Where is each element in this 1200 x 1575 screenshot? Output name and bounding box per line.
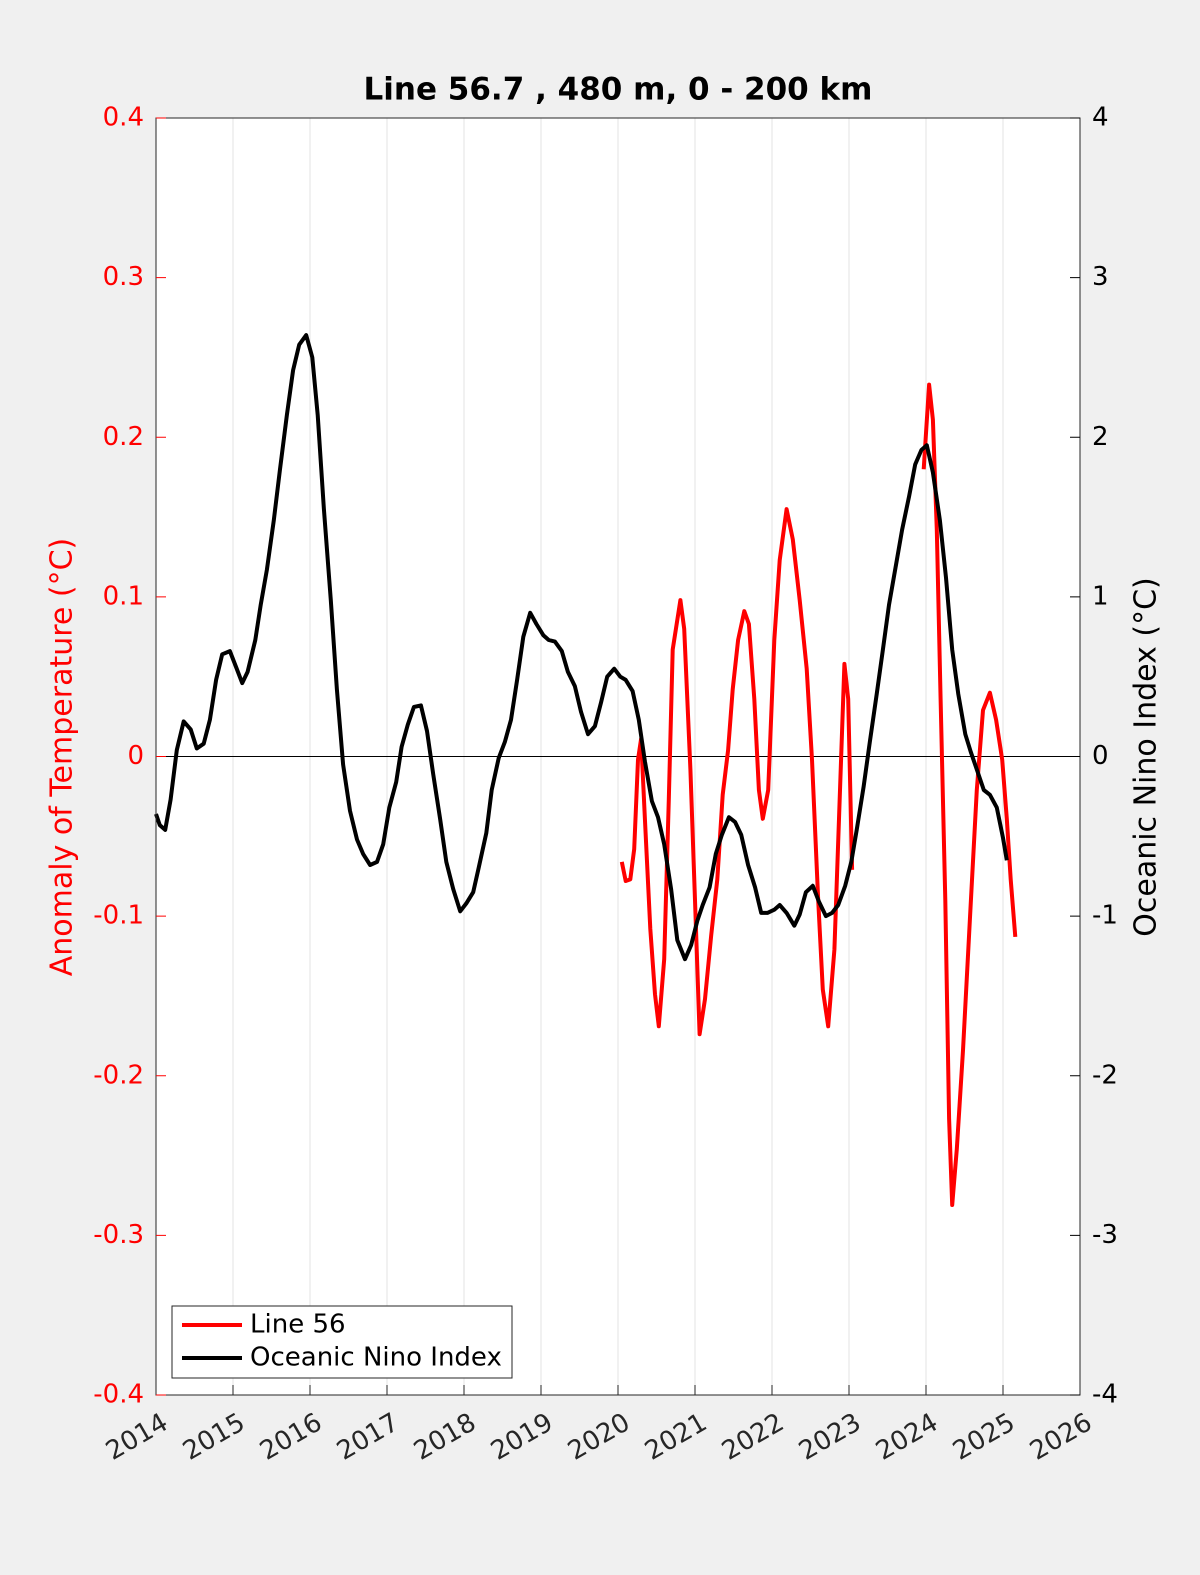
x-tick-label: 2017 — [332, 1408, 404, 1467]
legend-label: Line 56 — [250, 1310, 346, 1340]
y-tick-label: 0.1 — [103, 581, 144, 611]
x-tick-label: 2024 — [871, 1408, 943, 1467]
x-tick-label: 2016 — [255, 1408, 327, 1467]
x-tick-label: 2019 — [486, 1408, 558, 1467]
chart-title: Line 56.7 , 480 m, 0 - 200 km — [364, 72, 873, 108]
y-tick-label: -0.3 — [93, 1220, 144, 1250]
y2-tick-label: 3 — [1092, 262, 1109, 292]
x-tick-label: 2026 — [1025, 1408, 1097, 1467]
x-tick-label: 2022 — [717, 1408, 789, 1467]
y-tick-label: -0.1 — [93, 901, 144, 931]
y-axis-label: Anomaly of Temperature (°C) — [45, 538, 80, 977]
x-tick-label: 2023 — [794, 1408, 866, 1467]
legend-label: Oceanic Nino Index — [250, 1343, 502, 1373]
y2-tick-label: -4 — [1092, 1380, 1118, 1410]
y2-tick-label: -3 — [1092, 1220, 1118, 1250]
y-tick-label: 0.2 — [103, 422, 144, 452]
y-tick-label: -0.4 — [93, 1380, 144, 1410]
data-line — [619, 382, 1018, 1207]
legend-box — [171, 1305, 513, 1379]
x-tick-label: 2021 — [640, 1408, 712, 1467]
y2-tick-label: 1 — [1092, 581, 1109, 611]
x-tick-label: 2014 — [101, 1408, 173, 1467]
y-tick-label: 0.3 — [103, 262, 144, 292]
x-tick-label: 2015 — [178, 1408, 250, 1467]
y2-axis-label: Oceanic Nino Index (°C) — [1129, 577, 1164, 937]
y2-tick-label: 0 — [1092, 741, 1109, 771]
y-tick-label: 0 — [127, 741, 144, 771]
lines — [154, 333, 1018, 1207]
y-tick-label: -0.2 — [93, 1060, 144, 1090]
x-tick-label: 2020 — [563, 1408, 635, 1467]
x-tick-label: 2018 — [409, 1408, 481, 1467]
y2-tick-label: 4 — [1092, 103, 1109, 133]
data-line — [154, 333, 1009, 962]
x-tick-label: 2025 — [948, 1408, 1020, 1467]
y2-tick-label: 2 — [1092, 422, 1109, 452]
y-tick-label: 0.4 — [103, 103, 144, 133]
y2-tick-label: -2 — [1092, 1060, 1118, 1090]
y2-tick-label: -1 — [1092, 901, 1118, 931]
